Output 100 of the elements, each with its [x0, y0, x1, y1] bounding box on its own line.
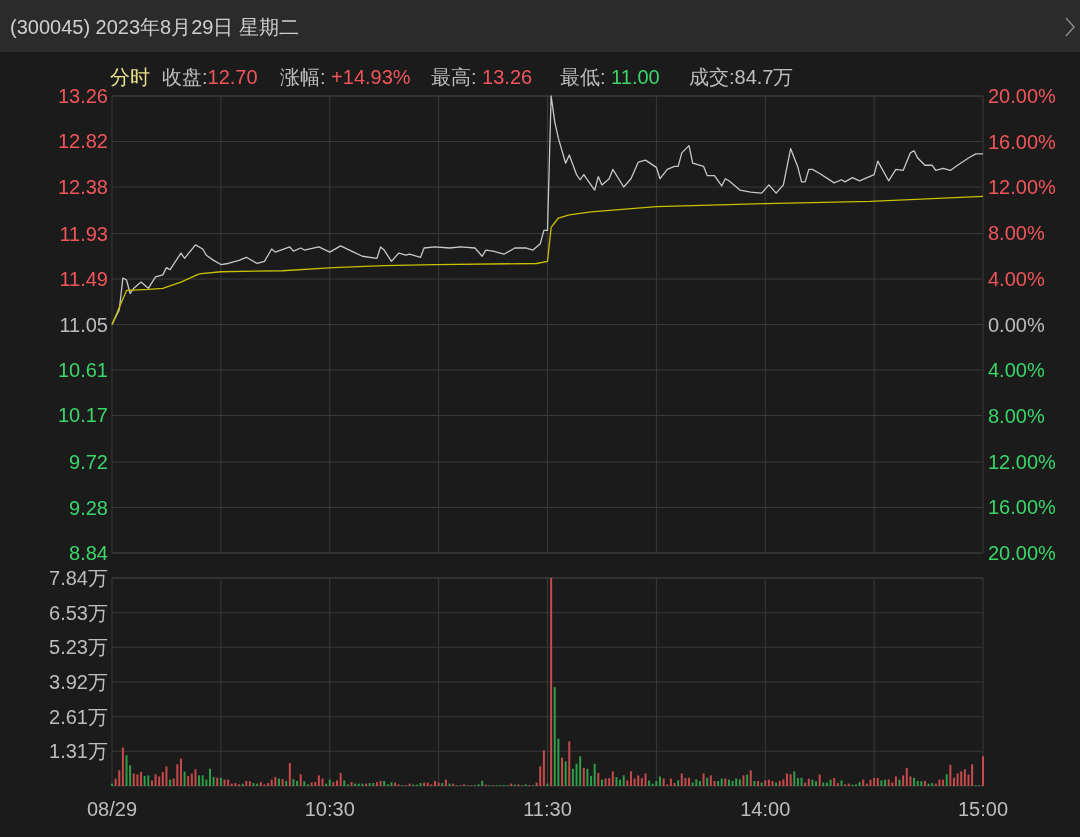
- bar: [807, 778, 810, 786]
- bar: [673, 783, 676, 786]
- bar: [840, 780, 843, 786]
- text: 最低: 11.00: [560, 66, 660, 88]
- y2-tick-label: 8.00%: [988, 222, 1045, 245]
- bar: [339, 773, 342, 786]
- bar: [343, 780, 346, 786]
- bar: [321, 778, 324, 786]
- bar: [858, 782, 861, 786]
- bar: [887, 779, 890, 786]
- bar: [121, 747, 124, 786]
- y2-tick-label: 4.00%: [988, 359, 1045, 382]
- text: 最高: 13.26: [431, 66, 533, 88]
- y-tick-label: 7.84万: [49, 567, 108, 589]
- bar: [281, 779, 284, 786]
- bar: [942, 779, 945, 786]
- bar: [299, 774, 302, 786]
- bar: [317, 775, 320, 786]
- bar: [285, 780, 288, 786]
- bar: [252, 783, 255, 786]
- bar: [248, 781, 251, 786]
- bar: [637, 775, 640, 786]
- bar: [147, 775, 150, 786]
- bar: [296, 780, 299, 786]
- y2-tick-label: 12.00%: [988, 450, 1057, 473]
- bar: [629, 771, 632, 786]
- bar: [764, 780, 767, 786]
- y2-tick-label: 20.00%: [988, 542, 1057, 564]
- bar: [292, 779, 295, 786]
- y-tick-label: 10.17: [57, 404, 108, 427]
- bar: [815, 781, 818, 786]
- bar: [952, 777, 955, 786]
- bar: [597, 773, 600, 786]
- y-tick-label: 5.23万: [49, 636, 108, 659]
- y2-tick-label: 0.00%: [988, 313, 1045, 336]
- bar: [336, 780, 339, 786]
- y2-tick-label: 12.00%: [988, 176, 1057, 199]
- bar: [383, 780, 386, 786]
- y-tick-label: 8.84: [69, 542, 108, 564]
- bar: [165, 766, 168, 786]
- bar: [938, 779, 941, 786]
- bar: [550, 578, 553, 786]
- y2-tick-label: 16.00%: [988, 130, 1057, 153]
- bar: [561, 757, 564, 786]
- bar: [143, 775, 146, 786]
- y-tick-label: 2.61万: [49, 705, 108, 728]
- y-tick-label: 6.53万: [49, 601, 108, 624]
- bar: [677, 780, 680, 786]
- bar: [205, 779, 208, 786]
- y-tick-label: 11.49: [59, 268, 108, 291]
- bar: [684, 778, 687, 786]
- bar: [288, 762, 291, 786]
- bar: [894, 776, 897, 786]
- y-tick-label: 10.61: [57, 358, 108, 381]
- bar: [680, 773, 683, 786]
- text: 收盘:12.70: [162, 66, 258, 88]
- bar: [379, 780, 382, 786]
- x-tick-label: 11:30: [523, 798, 572, 820]
- bar: [332, 782, 335, 786]
- bar: [945, 774, 948, 786]
- y-tick-label: 13.26: [57, 85, 108, 107]
- bar: [208, 768, 211, 786]
- bar: [419, 783, 422, 786]
- y2-tick-label: 4.00%: [988, 267, 1045, 290]
- bar: [767, 779, 770, 786]
- y2-tick-label: 20.00%: [988, 85, 1057, 107]
- bar: [118, 770, 121, 786]
- bar: [150, 780, 153, 786]
- bar: [898, 779, 901, 786]
- x-tick-label: 15:00: [957, 798, 1009, 820]
- bar: [212, 776, 215, 786]
- x-tick-label: 14:00: [740, 798, 791, 820]
- bar: [905, 767, 908, 786]
- bar: [600, 779, 603, 786]
- bar: [640, 778, 643, 786]
- bar: [187, 775, 190, 786]
- bar: [862, 779, 865, 786]
- y-tick-label: 12.38: [57, 175, 108, 198]
- line-series: [111, 195, 984, 326]
- y-tick-label: 12.82: [57, 130, 108, 153]
- bar: [818, 774, 821, 786]
- y-tick-label: 1.31万: [49, 740, 108, 763]
- bar: [194, 769, 197, 786]
- bar: [198, 775, 201, 786]
- bar: [234, 783, 237, 786]
- y2-tick-label: 8.00%: [988, 404, 1045, 427]
- bar: [717, 780, 720, 786]
- text: 成交:84.7万: [689, 66, 794, 88]
- y2-tick-label: 16.00%: [988, 496, 1057, 519]
- y-tick-label: 9.28: [69, 496, 108, 519]
- y-tick-label: 11.93: [59, 222, 108, 245]
- bar: [553, 687, 556, 786]
- bar: [542, 750, 545, 786]
- bar: [328, 779, 331, 786]
- bar: [579, 756, 582, 786]
- bar: [158, 776, 161, 786]
- bar: [590, 775, 593, 786]
- bar: [190, 773, 193, 786]
- bar: [125, 755, 128, 786]
- y-tick-label: 11.05: [59, 313, 108, 336]
